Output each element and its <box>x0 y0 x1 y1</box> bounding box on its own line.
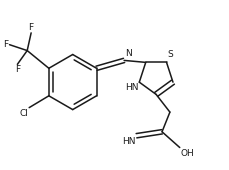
Text: F: F <box>29 23 34 32</box>
Text: N: N <box>125 49 132 58</box>
Text: F: F <box>3 40 8 49</box>
Text: F: F <box>15 65 20 74</box>
Text: HN: HN <box>125 83 138 92</box>
Text: OH: OH <box>181 149 194 158</box>
Text: S: S <box>168 50 173 59</box>
Text: HN: HN <box>122 137 136 146</box>
Text: Cl: Cl <box>19 109 28 118</box>
